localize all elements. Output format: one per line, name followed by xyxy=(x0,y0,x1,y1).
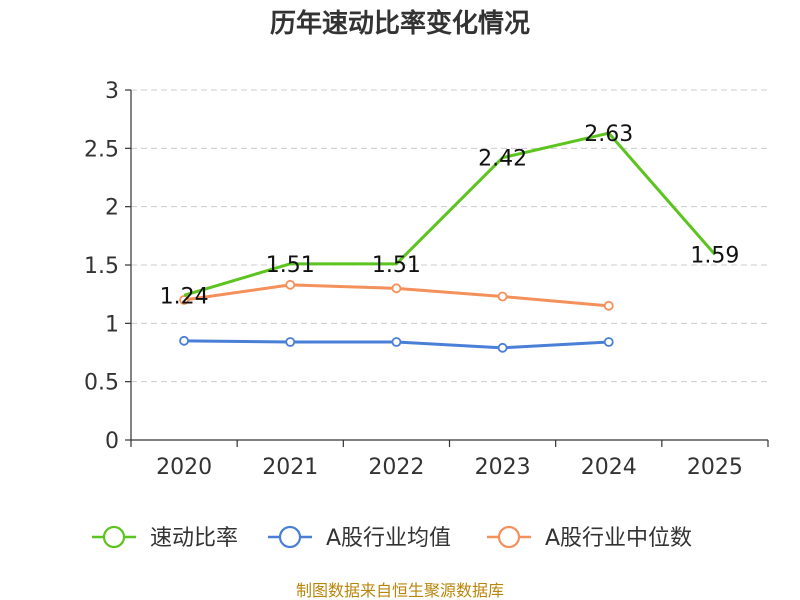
legend-marker-2 xyxy=(497,525,521,549)
y-tick-label-4: 2 xyxy=(105,196,119,221)
legend-marker-0 xyxy=(102,525,126,549)
y-tick-label-6: 3 xyxy=(105,79,119,104)
x-tick-label-2022: 2022 xyxy=(368,455,424,480)
axis-layer: 0 0.5 1 1.5 2 2.5 3 2020 2021 2022 2023 2024 2025 xyxy=(84,79,769,480)
x-tick-label-2023: 2023 xyxy=(475,455,531,480)
data-label-2022: 1.51 xyxy=(372,253,421,278)
label-layer: 1.24 1.51 1.51 2.42 2.63 1.59 xyxy=(160,122,740,309)
series-1-point-2024 xyxy=(603,337,614,347)
legend-label-0: 速动比率 xyxy=(150,526,238,551)
series-2-point-2024 xyxy=(603,300,614,311)
data-label-2023: 2.42 xyxy=(478,147,527,172)
series-1-point-2023 xyxy=(497,342,508,353)
source-note: 制图数据来自恒生聚源数据库 xyxy=(296,581,504,600)
chart-title: 历年速动比率变化情况 xyxy=(270,8,530,39)
y-tick-label-2: 1 xyxy=(105,312,119,337)
x-tick-label-2024: 2024 xyxy=(581,455,637,480)
series-2-point-2022 xyxy=(391,283,402,294)
data-label-2021: 1.51 xyxy=(266,253,315,278)
x-tick-label-2025: 2025 xyxy=(687,455,743,480)
legend-label-2: A股行业中位数 xyxy=(545,526,692,551)
data-label-2025: 1.59 xyxy=(690,244,739,269)
y-tick-label-1: 0.5 xyxy=(84,371,119,396)
grid-layer xyxy=(131,89,768,383)
y-tick-label-0: 0 xyxy=(105,429,119,454)
series-1-point-2022 xyxy=(391,337,402,347)
series-layer xyxy=(179,131,717,353)
data-label-2020: 1.24 xyxy=(160,284,209,309)
series-1-point-2020 xyxy=(179,335,189,346)
legend: 速动比率 A股行业均值 A股行业中位数 xyxy=(92,525,692,551)
series-2-point-2020 xyxy=(179,295,189,305)
x-tick-label-2021: 2021 xyxy=(262,455,318,480)
legend-marker-1 xyxy=(278,525,302,549)
x-tick-label-2020: 2020 xyxy=(156,455,212,480)
y-tick-label-5: 2.5 xyxy=(84,137,119,162)
data-label-2024: 2.63 xyxy=(584,122,633,147)
series-2-point-2023 xyxy=(497,291,508,302)
series-2-point-2021 xyxy=(285,279,296,290)
series-line-0 xyxy=(183,131,717,297)
series-1-point-2021 xyxy=(285,337,296,347)
legend-label-1: A股行业均值 xyxy=(326,526,451,551)
y-tick-label-3: 1.5 xyxy=(84,254,119,279)
